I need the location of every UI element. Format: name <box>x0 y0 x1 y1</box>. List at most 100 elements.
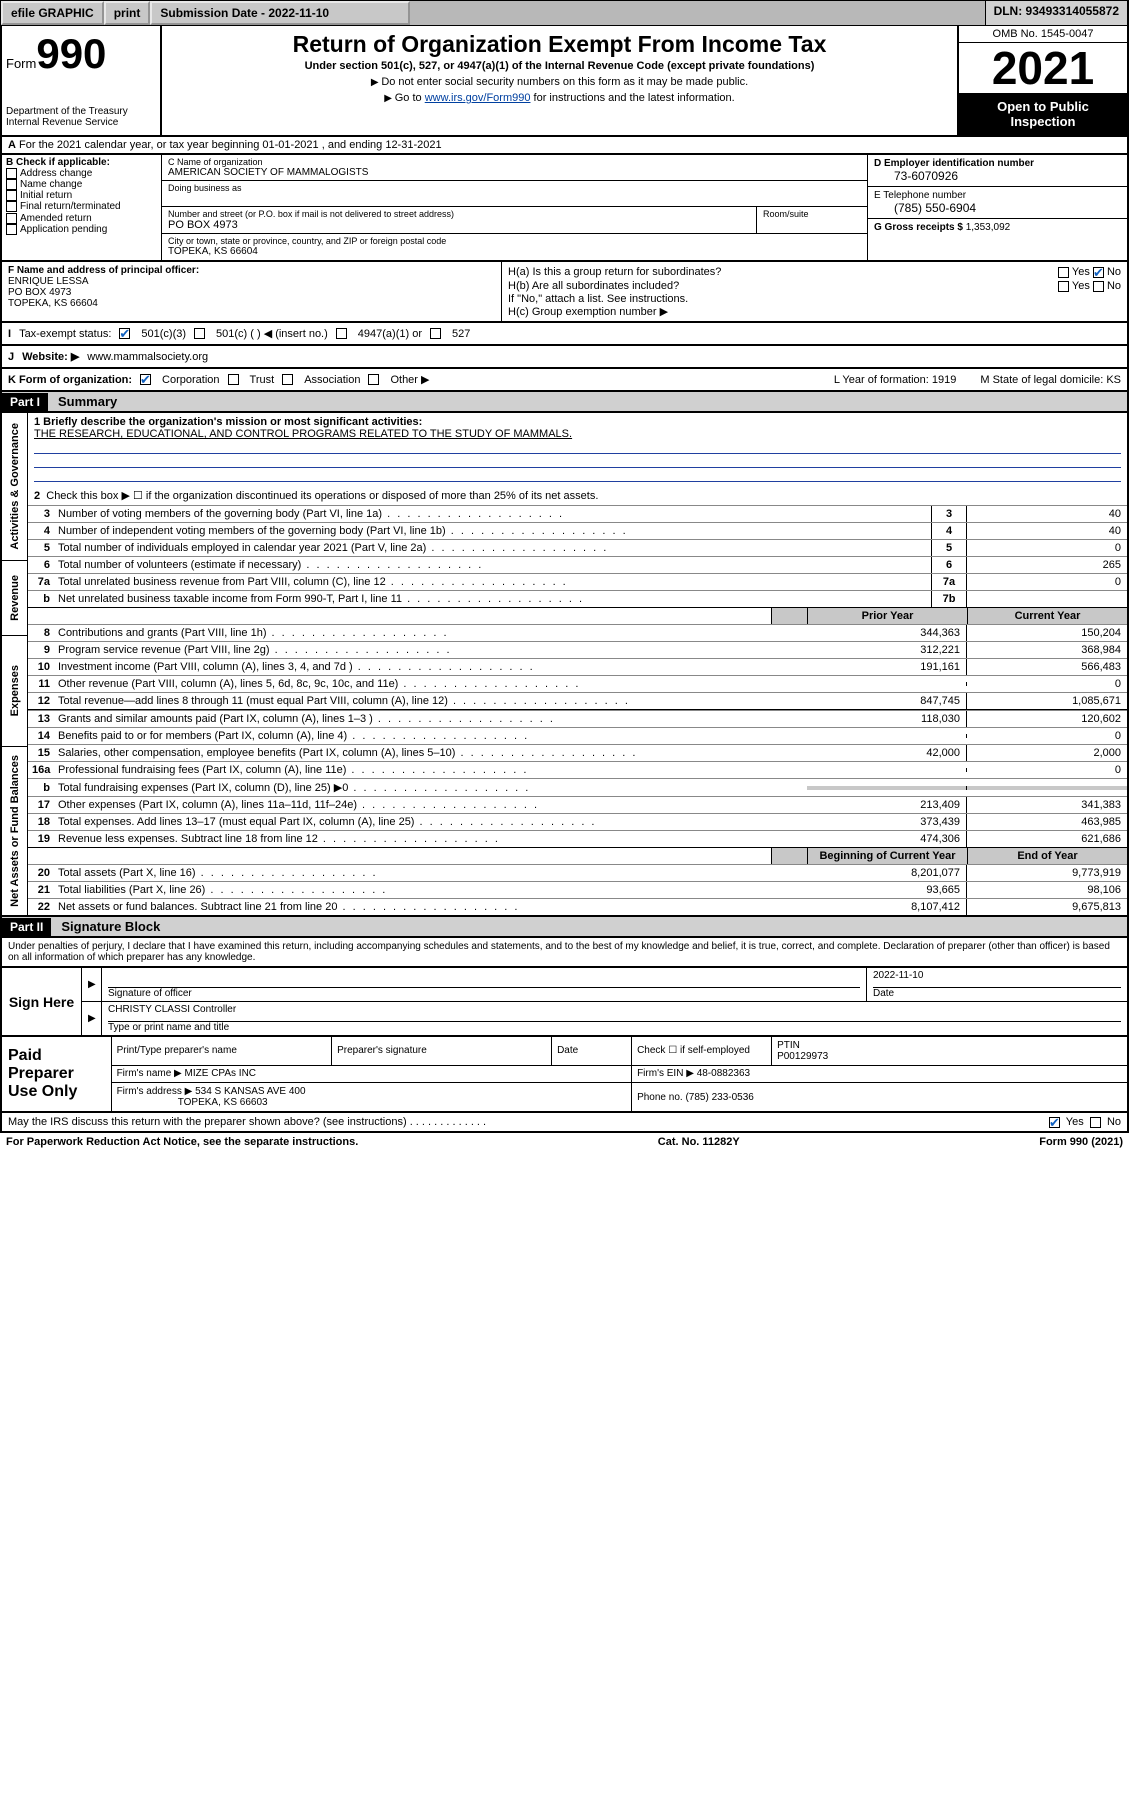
sig-date: 2022-11-10 <box>873 970 1121 988</box>
preparer-header-row: Print/Type preparer's name Preparer's si… <box>112 1037 1127 1065</box>
h-a: H(a) Is this a group return for subordin… <box>508 265 1121 279</box>
part-i-header: Part I Summary <box>0 392 1129 413</box>
table-row: 8Contributions and grants (Part VIII, li… <box>28 624 1127 641</box>
print-button[interactable]: print <box>104 1 151 25</box>
org-name: AMERICAN SOCIETY OF MAMMALOGISTS <box>168 167 861 178</box>
check-item[interactable]: Application pending <box>6 224 157 235</box>
form-title: Return of Organization Exempt From Incom… <box>167 31 952 58</box>
table-row: 12Total revenue—add lines 8 through 11 (… <box>28 692 1127 709</box>
table-row: bTotal fundraising expenses (Part IX, co… <box>28 778 1127 796</box>
dba-row: Doing business as <box>162 181 867 207</box>
gov-row: bNet unrelated business taxable income f… <box>28 590 1127 607</box>
table-row: 21Total liabilities (Part X, line 26)93,… <box>28 881 1127 898</box>
check-item[interactable]: Initial return <box>6 190 157 201</box>
dept-treasury: Department of the Treasury Internal Reve… <box>6 106 156 128</box>
ptin: P00129973 <box>777 1051 828 1062</box>
net-col-header: Beginning of Current Year End of Year <box>28 848 1127 864</box>
form-note-1: ▶ Do not enter social security numbers o… <box>167 76 952 88</box>
check-item[interactable]: Address change <box>6 168 157 179</box>
efile-graphic-label: efile GRAPHIC <box>1 1 104 25</box>
city-row: City or town, state or province, country… <box>162 234 867 260</box>
side-net-assets: Net Assets or Fund Balances <box>9 747 21 915</box>
col-b-checkboxes: B Check if applicable: Address changeNam… <box>2 155 162 260</box>
firm-addr-row: Firm's address ▶ 534 S KANSAS AVE 400 TO… <box>112 1083 1127 1111</box>
table-row: 17Other expenses (Part IX, column (A), l… <box>28 796 1127 813</box>
gov-row: 4Number of independent voting members of… <box>28 522 1127 539</box>
gov-row: 3Number of voting members of the governi… <box>28 505 1127 522</box>
efile-bar: efile GRAPHIC print Submission Date - 20… <box>0 0 1129 26</box>
table-row: 11Other revenue (Part VIII, column (A), … <box>28 675 1127 692</box>
sign-here-block: Sign Here ▶ Signature of officer 2022-11… <box>0 968 1129 1037</box>
part-ii-header: Part II Signature Block <box>0 917 1129 938</box>
row-f-h: F Name and address of principal officer:… <box>0 262 1129 323</box>
line-2-checkbox: 2 Check this box ▶ ☐ if the organization… <box>28 486 1127 505</box>
check-item[interactable]: Name change <box>6 179 157 190</box>
website-url: www.mammalsociety.org <box>87 351 208 363</box>
gov-row: 7aTotal unrelated business revenue from … <box>28 573 1127 590</box>
part-i-body: Activities & Governance Revenue Expenses… <box>0 413 1129 917</box>
omb-number: OMB No. 1545-0047 <box>959 26 1127 43</box>
side-activities: Activities & Governance <box>9 415 21 558</box>
block-b-to-g: B Check if applicable: Address changeNam… <box>0 155 1129 262</box>
check-item[interactable]: Final return/terminated <box>6 201 157 212</box>
check-item[interactable]: Amended return <box>6 213 157 224</box>
principal-officer: F Name and address of principal officer:… <box>2 262 502 321</box>
table-row: 13Grants and similar amounts paid (Part … <box>28 710 1127 727</box>
chk-trust[interactable] <box>228 374 239 385</box>
chk-corp[interactable] <box>140 374 151 385</box>
row-k-form-org: K Form of organization: Corporation Trus… <box>0 369 1129 392</box>
phone-block: E Telephone number (785) 550-6904 <box>868 187 1127 219</box>
side-revenue: Revenue <box>9 567 21 629</box>
chk-other[interactable] <box>368 374 379 385</box>
irs-link[interactable]: www.irs.gov/Form990 <box>425 92 531 104</box>
chk-assoc[interactable] <box>282 374 293 385</box>
street-address: Number and street (or P.O. box if mail i… <box>162 207 757 233</box>
chk-527[interactable] <box>430 328 441 339</box>
line-1-mission: 1 Briefly describe the organization's mi… <box>28 413 1127 486</box>
h-b: H(b) Are all subordinates included? Yes … <box>508 279 1121 293</box>
sig-officer-label: Signature of officer <box>108 988 860 999</box>
dln-label: DLN: 93493314055872 <box>986 1 1128 25</box>
gov-row: 6Total number of volunteers (estimate if… <box>28 556 1127 573</box>
firm-name-row: Firm's name ▶ MIZE CPAs INC Firm's EIN ▶… <box>112 1065 1127 1082</box>
side-expenses: Expenses <box>9 657 21 724</box>
sig-intro: Under penalties of perjury, I declare th… <box>0 938 1129 968</box>
gov-row: 5Total number of individuals employed in… <box>28 539 1127 556</box>
form-subtitle: Under section 501(c), 527, or 4947(a)(1)… <box>167 60 952 72</box>
submission-date: Submission Date - 2022-11-10 <box>150 1 410 25</box>
efile-spacer <box>410 1 985 25</box>
arrow-icon: ▶ <box>82 968 102 1001</box>
officer-name-title: CHRISTY CLASSI Controller <box>108 1004 1121 1022</box>
chk-501c3[interactable] <box>119 328 130 339</box>
chk-4947[interactable] <box>336 328 347 339</box>
table-row: 14Benefits paid to or for members (Part … <box>28 727 1127 744</box>
ein-value: 73-6070926 <box>874 169 1121 183</box>
form-number: Form990 <box>6 30 156 78</box>
form-note-2: ▶ Go to www.irs.gov/Form990 for instruct… <box>167 92 952 104</box>
discuss-yes[interactable] <box>1049 1117 1060 1128</box>
open-to-public: Open to Public Inspection <box>959 93 1127 135</box>
chk-501c[interactable] <box>194 328 205 339</box>
page-footer: For Paperwork Reduction Act Notice, see … <box>0 1133 1129 1151</box>
paid-preparer-block: Paid Preparer Use Only Print/Type prepar… <box>0 1037 1129 1113</box>
state-domicile: M State of legal domicile: KS <box>980 374 1121 386</box>
rev-col-header: Prior Year Current Year <box>28 608 1127 624</box>
table-row: 18Total expenses. Add lines 13–17 (must … <box>28 813 1127 830</box>
table-row: 20Total assets (Part X, line 16)8,201,07… <box>28 864 1127 881</box>
table-row: 19Revenue less expenses. Subtract line 1… <box>28 830 1127 847</box>
org-name-row: C Name of organization AMERICAN SOCIETY … <box>162 155 867 181</box>
table-row: 9Program service revenue (Part VIII, lin… <box>28 641 1127 658</box>
gross-receipts: G Gross receipts $ 1,353,092 <box>868 219 1127 236</box>
row-i-tax-status: ITax-exempt status: 501(c)(3) 501(c) ( )… <box>0 323 1129 346</box>
h-c: H(c) Group exemption number ▶ <box>508 305 1121 318</box>
room-suite: Room/suite <box>757 207 867 233</box>
tax-year: 2021 <box>959 43 1127 93</box>
table-row: 15Salaries, other compensation, employee… <box>28 744 1127 761</box>
form-header: Form990 Department of the Treasury Inter… <box>0 26 1129 137</box>
ein-block: D Employer identification number 73-6070… <box>868 155 1127 187</box>
row-j-website: JWebsite: ▶ www.mammalsociety.org <box>0 346 1129 369</box>
arrow-icon: ▶ <box>82 1002 102 1035</box>
discuss-no[interactable] <box>1090 1117 1101 1128</box>
table-row: 10Investment income (Part VIII, column (… <box>28 658 1127 675</box>
row-a-tax-year: A For the 2021 calendar year, or tax yea… <box>0 137 1129 155</box>
